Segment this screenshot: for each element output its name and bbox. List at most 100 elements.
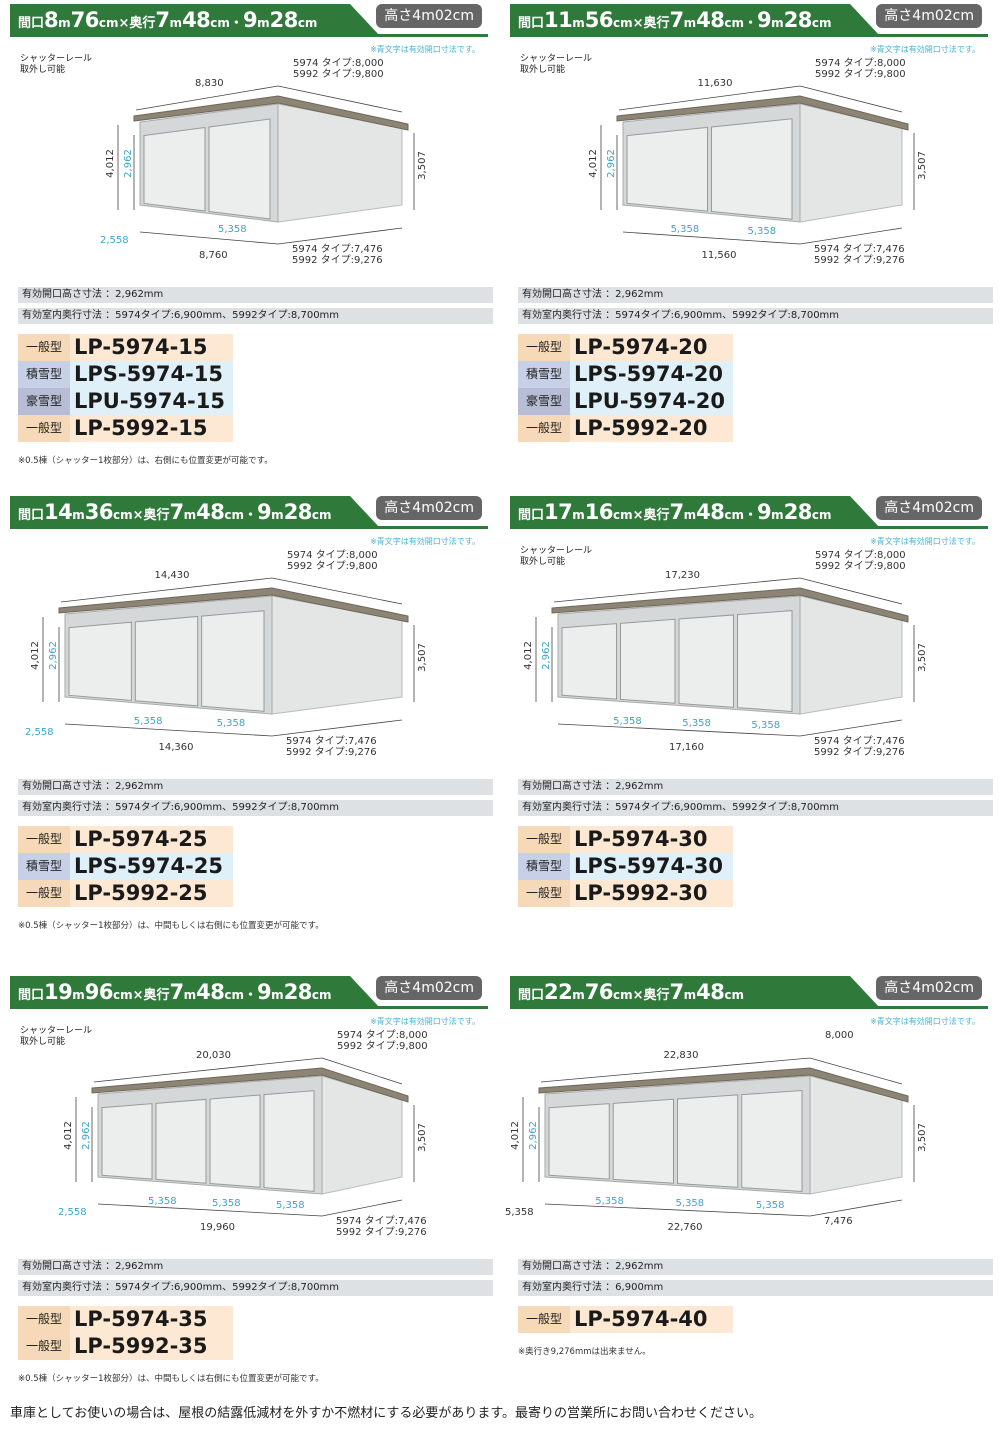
blue-text-note: ※青文字は有効開口寸法です。	[370, 45, 480, 54]
dimension-line	[277, 85, 403, 113]
dimension-opening-height: 2,962	[80, 1121, 92, 1150]
dimension-rear-height: 3,507	[916, 151, 928, 180]
blue-text-note: ※青文字は有効開口寸法です。	[870, 1017, 980, 1026]
dimension-line	[557, 723, 801, 737]
dimension-opening-width: 5,358	[747, 226, 777, 237]
model-list: 一般型 LP-5974-15 積雪型 LPS-5974-15 豪雪型 LPU-5974-1…	[18, 334, 233, 442]
model-type: 積雪型	[518, 361, 570, 388]
garage-panel: 間口22m76cm×奥行7m48cm 高さ4m02cm ※青文字は有効開口寸法です。…	[505, 972, 993, 1442]
panel-header: 間口11m56cm×奥行7m48cm・9m28cm 高さ4m02cm	[510, 4, 988, 38]
model-type: 豪雪型	[518, 388, 570, 415]
panel-title: 間口19m96cm×奥行7m48cm・9m28cm	[18, 980, 332, 1004]
header-bar	[510, 4, 880, 36]
shutter-door	[201, 610, 265, 712]
dimension-opening-height: 2,962	[122, 149, 134, 178]
shutter-rail-note: シャッターレール 取外し可能	[520, 54, 593, 75]
dimension-top-width: 20,030	[196, 1050, 231, 1061]
garage-panel: 間口14m36cm×奥行7m48cm・9m28cm 高さ4m02cm ※青文字は有効…	[10, 492, 493, 962]
footer-note: 車庫としてお使いの場合は、屋根の結露低減材を外すか不燃材にする必要があります。最…	[10, 1406, 763, 1421]
spec-row: 有効室内奥行寸法 ：5974タイプ:6,900mm、5992タイプ:8,700m…	[18, 800, 493, 816]
spec-row: 有効開口高さ寸法 ：2,962mm	[18, 287, 493, 303]
shutter-door	[741, 1090, 803, 1193]
dimension-opening-height: 2,962	[47, 641, 59, 670]
dimension-opening-width: 5,358	[212, 1198, 241, 1209]
dimension-top-depth: 5974 タイプ:8,000 5992 タイプ:9,800	[815, 58, 906, 80]
blue-text-note: ※青文字は有効開口寸法です。	[370, 537, 480, 546]
dimension-line	[277, 227, 403, 245]
dimension-opening-width: 5,358	[218, 224, 247, 235]
shutter-door	[678, 614, 734, 708]
shutter-door	[68, 621, 132, 701]
shutter-rail-note: シャッターレール 取外し可能	[520, 546, 593, 567]
model-row: 豪雪型 LPU-5974-15	[18, 388, 233, 415]
dimension-bottom-width: 8,760	[199, 250, 228, 261]
dimension-opening-width: 5,358	[613, 716, 642, 727]
dimension-opening-width: 5,358	[595, 1196, 624, 1207]
dimension-opening-width: 5,358	[216, 718, 246, 729]
shutter-door	[711, 118, 793, 220]
shutter-door	[561, 623, 617, 700]
dimension-line	[271, 719, 403, 737]
model-code: LP-5974-35	[70, 1306, 233, 1333]
roof	[538, 1067, 909, 1103]
dimension-line	[93, 1057, 323, 1083]
garage-illustration	[535, 577, 915, 737]
model-type: 一般型	[18, 880, 70, 907]
panel-title: 間口11m56cm×奥行7m48cm・9m28cm	[518, 8, 832, 32]
header-rule	[10, 526, 488, 529]
dimension-bottom-depth: 5974 タイプ:7,476 5992 タイプ:9,276	[814, 244, 905, 266]
dimension-line	[139, 231, 279, 245]
spec-row: 有効開口高さ寸法 ：2,962mm	[18, 779, 493, 795]
dimension-line	[540, 1057, 811, 1083]
panel-footnote: ※奥行き9,276mmは出来ません。	[518, 1347, 651, 1357]
model-list: 一般型 LP-5974-40	[518, 1306, 733, 1333]
garage-panel: 間口8m76cm×奥行7m48cm・9m28cm 高さ4m02cm ※青文字は有効開…	[10, 0, 493, 470]
model-type: 一般型	[518, 334, 570, 361]
shutter-door	[263, 1090, 315, 1192]
model-code: LP-5992-15	[70, 415, 233, 442]
shutter-door	[101, 1103, 153, 1180]
model-code: LPS-5974-15	[70, 361, 233, 388]
dimension-top-width: 11,630	[697, 78, 733, 89]
dimension-bottom-width: 22,760	[667, 1222, 703, 1233]
dimension-opening-width: 5,358	[133, 716, 163, 727]
model-code: LPS-5974-20	[570, 361, 733, 388]
dimension-total-height: 4,012	[29, 641, 41, 670]
dimension-top-depth: 5974 タイプ:8,000 5992 タイプ:9,800	[287, 550, 378, 572]
model-row: 一般型 LP-5974-20	[518, 334, 733, 361]
dimension-top-width: 22,830	[663, 1050, 699, 1061]
model-type: 一般型	[518, 415, 570, 442]
dimension-total-height: 4,012	[509, 1121, 521, 1150]
dimension-line	[799, 227, 903, 245]
panel-header: 間口19m96cm×奥行7m48cm・9m28cm 高さ4m02cm	[10, 976, 488, 1010]
header-bar	[10, 4, 380, 36]
dimension-line	[64, 723, 273, 737]
dimension-line	[135, 85, 279, 111]
model-row: 積雪型 LPS-5974-15	[18, 361, 233, 388]
spec-row: 有効開口高さ寸法 ：2,962mm	[518, 287, 993, 303]
panel-title: 間口17m16cm×奥行7m48cm・9m28cm	[518, 500, 832, 524]
dimension-opening-width: 5,358	[675, 1198, 705, 1209]
model-row: 一般型 LP-5992-30	[518, 880, 733, 907]
dimension-line	[799, 85, 903, 113]
model-row: 一般型 LP-5974-35	[18, 1306, 233, 1333]
dimension-bottom-width: 14,360	[158, 742, 194, 753]
dimension-line	[60, 577, 273, 603]
header-bar	[10, 976, 380, 1008]
dimension-rear-height: 3,507	[916, 1123, 928, 1152]
dimension-side-opening: 5,358	[505, 1207, 534, 1218]
model-code: LPS-5974-25	[70, 853, 233, 880]
panel-footnote: ※0.5棟（シャッター1枚部分）は、右側にも位置変更が可能です。	[18, 456, 273, 466]
roof	[616, 95, 909, 131]
model-row: 一般型 LP-5992-15	[18, 415, 233, 442]
dimension-rear-height: 3,507	[416, 643, 428, 672]
dimension-bottom-depth: 5974 タイプ:7,476 5992 タイプ:9,276	[814, 736, 905, 758]
dimension-line	[544, 1203, 811, 1217]
spec-row: 有効室内奥行寸法 ：5974タイプ:6,900mm、5992タイプ:8,700m…	[518, 308, 993, 324]
roof	[91, 1067, 409, 1103]
dimension-line	[799, 577, 903, 605]
dimension-opening-width: 5,358	[682, 718, 711, 729]
model-code: LPS-5974-30	[570, 853, 733, 880]
model-code: LP-5974-30	[570, 826, 733, 853]
spec-row: 有効室内奥行寸法 ：5974タイプ:6,900mm、5992タイプ:8,700m…	[18, 1280, 493, 1296]
